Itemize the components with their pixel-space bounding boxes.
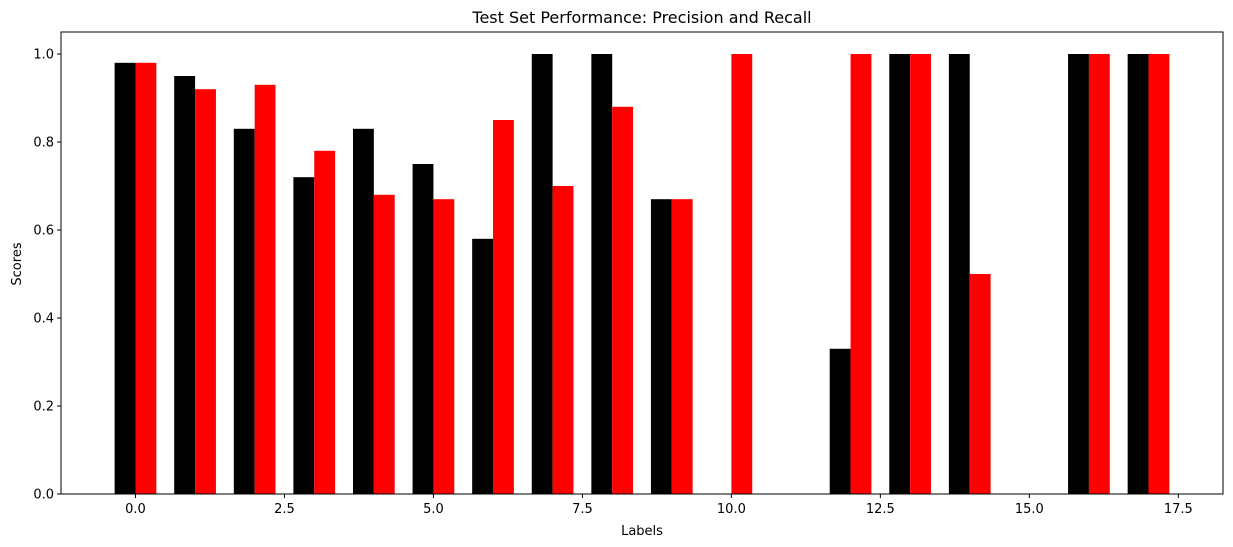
- plot-frame: [60, 31, 1224, 495]
- bar-series-1-label-10: [731, 54, 753, 494]
- bar-series-1-label-17: [1148, 54, 1170, 494]
- bar-series-0-label-3: [293, 177, 315, 494]
- bar-series-0-label-7: [531, 54, 553, 494]
- bar-series-0-label-2: [233, 128, 255, 495]
- bar-series-1-label-7: [552, 186, 574, 494]
- bar-series-0-label-6: [472, 238, 494, 494]
- x-axis-label: Labels: [621, 524, 663, 539]
- bar-series-1-label-5: [433, 199, 455, 494]
- x-tick-label: 2.5: [274, 502, 295, 517]
- y-tick-label: 0.6: [33, 224, 54, 239]
- bar-series-0-label-14: [948, 54, 970, 494]
- bars-group: [114, 54, 1170, 495]
- bar-series-1-label-16: [1088, 54, 1110, 494]
- bar-series-0-label-16: [1068, 54, 1089, 494]
- bar-series-1-label-12: [850, 54, 872, 494]
- x-tick-label: 5.0: [423, 502, 444, 517]
- bar-series-0-label-4: [352, 128, 374, 495]
- bar-series-0-label-12: [829, 348, 851, 494]
- x-tick-label: 17.5: [1164, 502, 1193, 517]
- bar-series-1-label-9: [671, 199, 693, 494]
- bar-series-0-label-13: [889, 54, 911, 494]
- x-tick-label: 15.0: [1015, 502, 1044, 517]
- bar-series-1-label-1: [195, 89, 216, 494]
- y-axis-label: Scores: [10, 242, 25, 285]
- bar-series-1-label-13: [910, 54, 932, 494]
- bar-series-0-label-5: [412, 164, 434, 494]
- y-tick-label: 0.4: [33, 312, 54, 327]
- y-tick-label: 0.2: [33, 400, 54, 415]
- x-axis-ticks: 0.0 2.5 5.0 7.5 10.0 12.5 15.0 17.5: [125, 494, 1193, 517]
- y-tick-label: 1.0: [33, 48, 54, 63]
- bar-series-1-label-6: [493, 120, 514, 494]
- bar-series-0-label-9: [650, 199, 672, 494]
- y-tick-label: 0.8: [33, 136, 54, 151]
- x-tick-label: 10.0: [717, 502, 746, 517]
- bar-series-1-label-0: [135, 62, 157, 495]
- bar-series-0-label-0: [114, 62, 136, 495]
- bar-series-1-label-14: [969, 274, 991, 494]
- bar-series-0-label-17: [1127, 54, 1149, 494]
- chart-title: Test Set Performance: Precision and Reca…: [471, 8, 811, 27]
- bar-series-1-label-2: [254, 84, 276, 495]
- x-tick-label: 12.5: [866, 502, 895, 517]
- y-axis-ticks: 0.0 0.2 0.4 0.6 0.8 1.0: [33, 48, 61, 503]
- bar-series-1-label-3: [314, 150, 336, 495]
- bar-series-0-label-8: [591, 54, 613, 494]
- y-tick-label: 0.0: [33, 488, 54, 503]
- bar-series-0-label-1: [174, 76, 196, 494]
- bar-series-1-label-4: [373, 194, 395, 495]
- x-tick-label: 7.5: [572, 502, 593, 517]
- x-tick-label: 0.0: [125, 502, 146, 517]
- bar-series-1-label-8: [612, 106, 634, 495]
